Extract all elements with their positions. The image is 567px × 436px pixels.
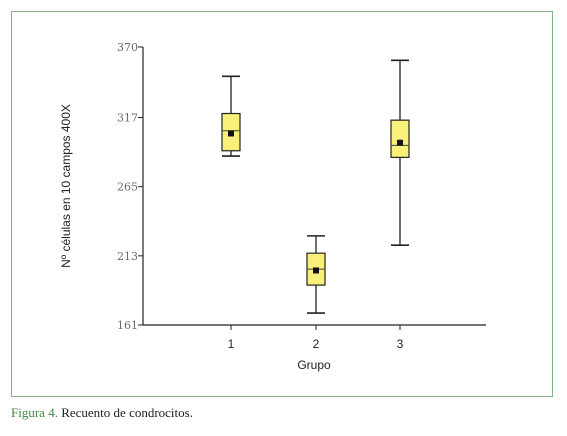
y-tick-label: 370 <box>117 41 138 54</box>
box-group-1 <box>221 75 241 157</box>
x-tick-label: 2 <box>313 337 320 351</box>
mean-marker <box>313 267 319 274</box>
y-axis-label: Nº células en 10 campos 400X <box>59 104 73 268</box>
x-axis-label: Grupo <box>297 358 331 372</box>
box-group-2 <box>306 235 326 314</box>
y-tick-label: 213 <box>117 250 138 263</box>
mean-marker <box>228 130 234 137</box>
box <box>390 119 410 159</box>
x-tick-label: 1 <box>228 337 235 351</box>
box-group-3 <box>390 59 410 246</box>
boxplot-chart: 370 317 265 213 161 1 2 3 Grupo Nº células en … <box>59 41 486 372</box>
mean-marker <box>397 139 403 146</box>
caption-text: Recuento de condrocitos. <box>57 405 193 420</box>
figure-caption: Figura 4. Recuento de condrocitos. <box>11 405 193 421</box>
y-tick-label: 265 <box>117 181 138 194</box>
x-tick-label: 3 <box>397 337 404 351</box>
figure-number: Figura 4. <box>11 405 58 420</box>
y-tick-label: 317 <box>117 111 138 124</box>
y-tick-label: 161 <box>117 319 138 332</box>
figure-frame <box>11 11 553 397</box>
